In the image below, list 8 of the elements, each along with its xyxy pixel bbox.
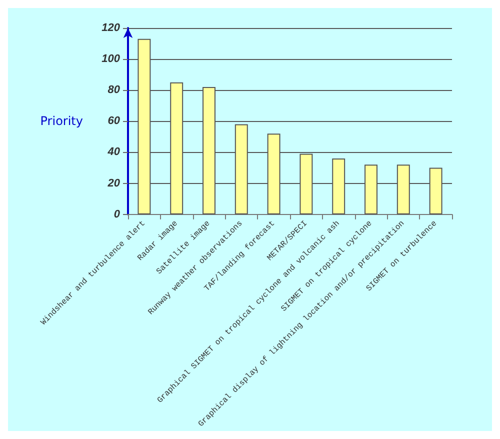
y-axis-title: Priority — [40, 114, 83, 128]
y-tick-label: 20 — [106, 177, 121, 190]
y-tick-label: 120 — [102, 22, 121, 34]
y-tick-label: 60 — [108, 115, 121, 128]
y-tick-label: 0 — [114, 208, 121, 220]
y-tick-label: 40 — [106, 146, 121, 158]
y-tick-label: 100 — [102, 53, 121, 66]
y-tick-label: 80 — [108, 84, 121, 96]
